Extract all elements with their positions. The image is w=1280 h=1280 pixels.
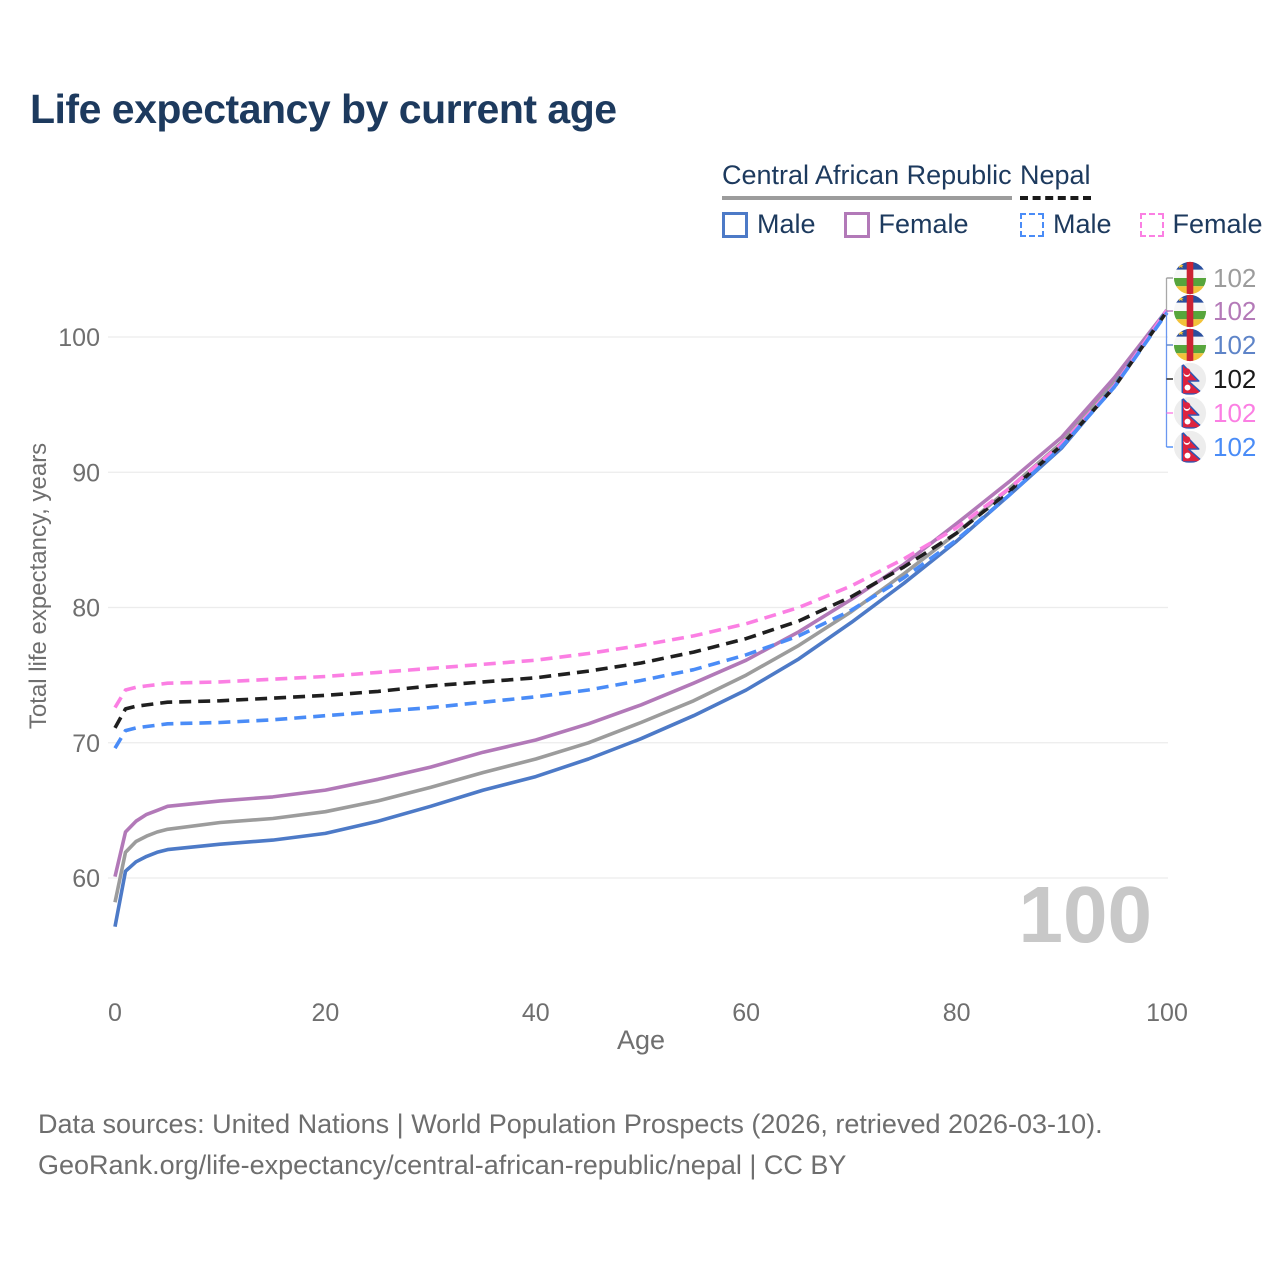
flag-nepal-icon [1174, 363, 1207, 396]
legend-country-nepal[interactable]: Nepal [1020, 160, 1091, 200]
flag-car-icon [1174, 329, 1207, 362]
x-axis-title: Age [617, 1025, 665, 1055]
flag-car-icon [1174, 262, 1207, 295]
footer: Data sources: United Nations | World Pop… [38, 1104, 1103, 1186]
y-tick-label-90: 90 [72, 459, 100, 487]
legend-item-label: Female [878, 209, 969, 239]
legend-item-nepal-female[interactable]: Female [1139, 209, 1263, 240]
series-line-nepal-female[interactable] [113, 308, 1169, 709]
legend-item-label: Male [1053, 209, 1112, 239]
y-tick-label-60: 60 [72, 865, 100, 893]
end-label-car-combined: 102 [1213, 263, 1256, 293]
nepal-male-swatch-icon [1020, 212, 1044, 237]
series-line-nepal-combined[interactable] [113, 310, 1169, 729]
flag-car-icon [1174, 295, 1207, 328]
page-title: Life expectancy by current age [30, 86, 617, 132]
end-label-nepal-male: 102 [1213, 432, 1256, 462]
y-axis-ticks: 60 70 80 90 100 [58, 324, 100, 893]
x-axis-ticks: 0 20 40 60 80 100 [108, 999, 1188, 1027]
legend-group-central-african-republic: Central African Republic Male Female [722, 160, 1012, 240]
legend-country-central-african-republic[interactable]: Central African Republic [722, 160, 1012, 200]
legend-item-car-female[interactable]: Female [843, 209, 969, 240]
legend-item-label: Female [1172, 209, 1263, 239]
end-label-car-male: 102 [1213, 330, 1256, 360]
y-tick-label-80: 80 [72, 595, 100, 623]
x-tick-label-60: 60 [732, 999, 760, 1027]
end-label-car-female: 102 [1213, 296, 1256, 326]
series-line-car-combined[interactable] [113, 308, 1169, 903]
end-label-nepal-female: 102 [1213, 398, 1256, 428]
x-tick-label-0: 0 [108, 999, 122, 1027]
flag-nepal-icon [1174, 397, 1207, 430]
series-lines [113, 308, 1169, 928]
end-label-nepal-combined: 102 [1213, 364, 1256, 394]
legend-item-label: Male [757, 209, 816, 239]
footer-source-line: Data sources: United Nations | World Pop… [38, 1109, 1103, 1139]
legend-item-car-male[interactable]: Male [722, 209, 816, 240]
legend-group-nepal: Nepal Male Female [1020, 160, 1263, 240]
x-tick-label-80: 80 [943, 999, 971, 1027]
series-line-car-female[interactable] [113, 308, 1169, 878]
x-tick-label-20: 20 [311, 999, 339, 1027]
series-line-car-male[interactable] [113, 308, 1169, 928]
y-tick-label-70: 70 [72, 730, 100, 758]
y-tick-label-100: 100 [58, 324, 100, 352]
age-watermark: 100 [1019, 870, 1152, 959]
car-female-swatch-icon [843, 211, 870, 238]
legend: Central African Republic Male Female Nep… [0, 160, 1280, 250]
car-male-swatch-icon [722, 211, 748, 238]
flag-nepal-icon [1174, 431, 1207, 464]
x-tick-label-100: 100 [1146, 999, 1188, 1027]
series-line-nepal-male[interactable] [113, 311, 1169, 750]
x-tick-label-40: 40 [522, 999, 550, 1027]
y-axis-title: Total life expectancy, years [25, 443, 52, 729]
footer-url-line: GeoRank.org/life-expectancy/central-afri… [38, 1150, 847, 1180]
nepal-female-swatch-icon [1139, 212, 1164, 237]
gridlines [108, 336, 1168, 879]
legend-item-nepal-male[interactable]: Male [1020, 209, 1112, 240]
